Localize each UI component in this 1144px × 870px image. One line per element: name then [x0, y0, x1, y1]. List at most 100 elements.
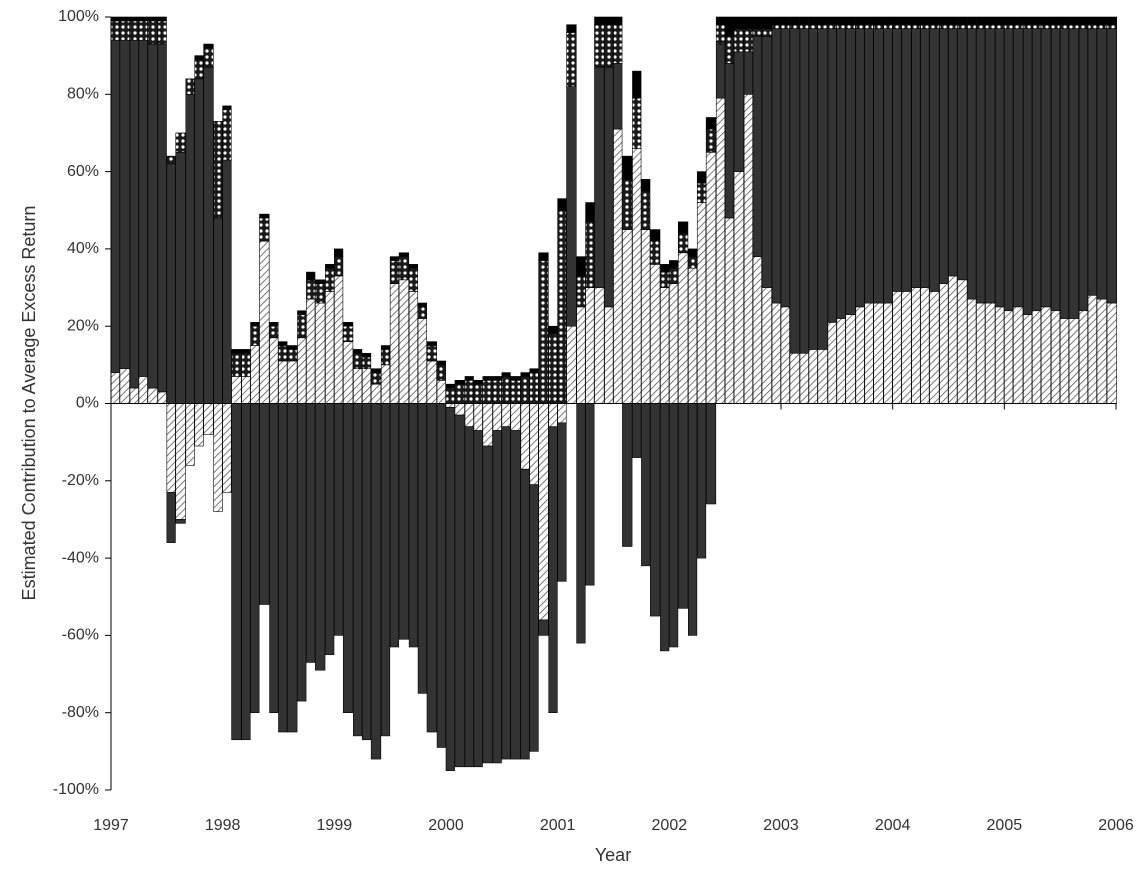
bar-segment	[817, 16, 828, 26]
bar-segment	[557, 403, 567, 424]
bar-segment	[538, 260, 549, 404]
bar-segment	[845, 28, 856, 315]
bar-segment	[250, 325, 260, 346]
bar-segment	[1023, 314, 1033, 404]
bar-segment	[566, 86, 577, 327]
bar-segment	[445, 407, 455, 771]
bar-segment	[250, 322, 260, 327]
bar-segment	[976, 24, 986, 29]
bar-segment	[398, 256, 410, 281]
y-axis-label: Estimated Contribution to Average Excess…	[19, 206, 39, 601]
bar-segment	[855, 306, 865, 404]
y-tick-label: 40%	[67, 240, 99, 257]
x-tick-label: 1998	[205, 817, 241, 834]
bar-segment	[836, 24, 846, 29]
bar-segment	[473, 380, 483, 385]
bar-segment	[287, 403, 298, 733]
bar-segment	[780, 28, 790, 308]
bar-segment	[129, 387, 139, 404]
bar-segment	[771, 16, 781, 26]
bar-segment	[464, 380, 474, 404]
bar-segment	[1078, 16, 1089, 26]
x-tick-label: 1999	[317, 817, 353, 834]
y-tick-label: -40%	[62, 549, 99, 566]
bar-segment	[594, 16, 605, 26]
bar-segment	[501, 426, 511, 760]
bar-segment	[892, 24, 902, 29]
bar-segment	[222, 109, 232, 161]
bar-segment	[445, 387, 455, 404]
bar-segment	[752, 256, 762, 404]
bar-segment	[353, 403, 363, 737]
bar-segment	[492, 403, 502, 431]
y-tick-label: -80%	[62, 704, 99, 721]
bar-segment	[688, 256, 698, 269]
bar-segment	[241, 403, 251, 741]
bar-segment	[129, 16, 139, 22]
bar-segment	[976, 302, 986, 404]
bar-segment	[398, 403, 410, 640]
bar-segment	[538, 619, 549, 636]
bar-segment	[967, 16, 977, 26]
bar-segment	[696, 202, 707, 404]
bar-segment	[948, 24, 958, 29]
bar-segment	[789, 16, 800, 26]
bar-segment	[1040, 28, 1052, 308]
bar-segment	[985, 16, 996, 26]
bar-segment	[939, 283, 949, 404]
bar-segment	[529, 368, 539, 373]
x-tick-label: 2004	[875, 817, 911, 834]
bar-segment	[492, 380, 502, 404]
bar-segment	[632, 148, 642, 404]
bar-segment	[231, 376, 242, 404]
bar-segment	[1031, 16, 1042, 26]
bar-segment	[370, 368, 382, 373]
bar-segment	[604, 24, 614, 68]
bar-segment	[1087, 28, 1097, 296]
bar-segment	[688, 248, 698, 257]
bar-segment	[417, 403, 427, 694]
y-tick-label: 0%	[76, 395, 99, 412]
bar-segment	[213, 403, 223, 513]
bar-segment	[911, 24, 921, 29]
x-axis-label: Year	[595, 845, 631, 865]
bar-segment	[342, 322, 354, 327]
bar-segment	[129, 20, 139, 41]
bar-segment	[660, 287, 670, 404]
bar-segment	[250, 345, 260, 404]
bar-segment	[297, 314, 307, 339]
y-tick-label: -100%	[53, 781, 99, 798]
bar-segment	[370, 372, 382, 385]
bar-segment	[669, 267, 679, 284]
bar-segment	[985, 28, 996, 304]
bar-segment	[380, 349, 391, 366]
bar-segment	[929, 28, 940, 292]
bar-segment	[1004, 16, 1014, 26]
bar-segment	[724, 217, 735, 404]
bar-segment	[175, 132, 186, 153]
bar-segment	[1050, 310, 1061, 404]
bar-segment	[733, 171, 745, 404]
bar-segment	[724, 16, 735, 37]
bar-segment	[604, 66, 614, 308]
x-tick-label: 2005	[987, 817, 1023, 834]
bar-segment	[259, 240, 270, 404]
bar-segment	[929, 291, 940, 404]
bar-segment	[426, 345, 437, 362]
bar-segment	[724, 36, 735, 64]
bar-segment	[743, 16, 754, 29]
bar-segment	[389, 283, 400, 404]
bar-segment	[398, 279, 410, 404]
bar-segment	[594, 66, 605, 288]
bar-segment	[585, 221, 595, 288]
bar-segment	[1031, 24, 1042, 29]
bar-segment	[836, 16, 846, 26]
bar-segment	[287, 360, 298, 404]
bar-segment	[269, 337, 279, 404]
bar-segment	[883, 28, 893, 304]
bar-segment	[864, 302, 874, 404]
bar-segment	[287, 349, 298, 362]
bar-segment	[241, 352, 251, 377]
bar-segment	[566, 325, 577, 404]
bar-segment	[520, 372, 530, 377]
